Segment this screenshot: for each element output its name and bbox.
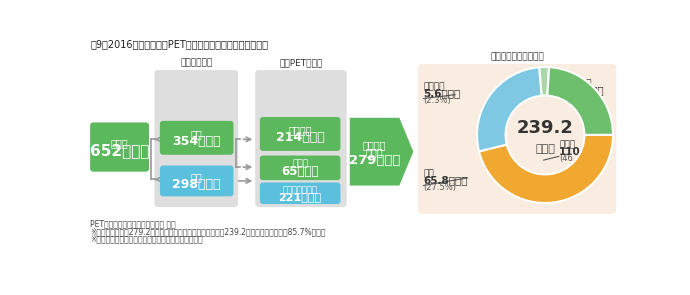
Text: 110.4キトン: 110.4キトン (559, 146, 611, 156)
Wedge shape (479, 135, 613, 203)
Text: 57.5キトン: 57.5キトン (559, 85, 604, 95)
FancyBboxPatch shape (255, 70, 346, 207)
Text: ※国内利用推定量279.2キトンに対し、用途別利用調査量は239.2キトンでカバー率は85.7%です。: ※国内利用推定量279.2キトンに対し、用途別利用調査量は239.2キトンでカバ… (90, 227, 326, 236)
Text: 推定量: 推定量 (366, 148, 384, 158)
Text: (46.2%): (46.2%) (559, 154, 592, 163)
Wedge shape (477, 67, 542, 151)
FancyBboxPatch shape (260, 183, 340, 204)
Text: 国内用途別利用調査量: 国内用途別利用調査量 (491, 53, 544, 62)
Wedge shape (547, 67, 613, 135)
FancyBboxPatch shape (155, 70, 238, 207)
Text: 再生PET樹脂量: 再生PET樹脂量 (279, 59, 322, 68)
Text: 652キトン: 652キトン (90, 143, 149, 158)
Text: 海外リサイクル: 海外リサイクル (283, 185, 317, 194)
Text: 海外: 海外 (191, 172, 203, 182)
Polygon shape (350, 118, 413, 186)
FancyBboxPatch shape (160, 121, 233, 155)
Text: シート: シート (559, 140, 575, 149)
Text: PETボトルリサイクル推進協議会 調べ: PETボトルリサイクル推進協議会 調べ (90, 219, 176, 228)
Text: (27.5%): (27.5%) (424, 183, 456, 192)
Text: 国内: 国内 (191, 129, 203, 139)
Text: 図9．2016年度使用済みPETボトルの回収／再商品化の流れ: 図9．2016年度使用済みPETボトルの回収／再商品化の流れ (90, 39, 268, 49)
Text: 市町村系: 市町村系 (288, 125, 312, 135)
FancyBboxPatch shape (90, 122, 149, 172)
Text: PETボトル: PETボトル (559, 79, 591, 88)
Wedge shape (539, 67, 549, 96)
Text: 5.6キトン: 5.6キトン (424, 88, 461, 99)
Text: 回収量: 回収量 (111, 138, 128, 148)
Text: 65キトン: 65キトン (282, 165, 319, 178)
Text: 298キトン: 298キトン (172, 178, 221, 191)
Text: 354キトン: 354キトン (172, 135, 221, 148)
Text: (24.4%): (24.4%) (559, 93, 592, 101)
FancyBboxPatch shape (260, 117, 340, 151)
Text: 国内利用: 国内利用 (363, 140, 386, 150)
Text: 214キトン: 214キトン (276, 131, 324, 144)
FancyBboxPatch shape (418, 64, 616, 214)
Text: チトン: チトン (535, 144, 555, 154)
Text: 成形品他: 成形品他 (424, 83, 445, 92)
FancyBboxPatch shape (160, 165, 233, 196)
Text: 65.8キトン: 65.8キトン (424, 176, 468, 186)
Text: 事業系: 事業系 (292, 160, 308, 168)
Text: ※端数処理のため、数値が合わない場合があります。: ※端数処理のため、数値が合わない場合があります。 (90, 235, 203, 244)
Text: 239.2: 239.2 (517, 119, 573, 137)
FancyBboxPatch shape (260, 155, 340, 180)
Text: 国内・海外別: 国内・海外別 (180, 59, 213, 68)
Text: (2.3%): (2.3%) (424, 96, 451, 106)
Text: 繊維: 繊維 (424, 170, 434, 178)
Text: 279キトン: 279キトン (349, 154, 400, 167)
Text: 221キトン: 221キトン (279, 192, 322, 202)
